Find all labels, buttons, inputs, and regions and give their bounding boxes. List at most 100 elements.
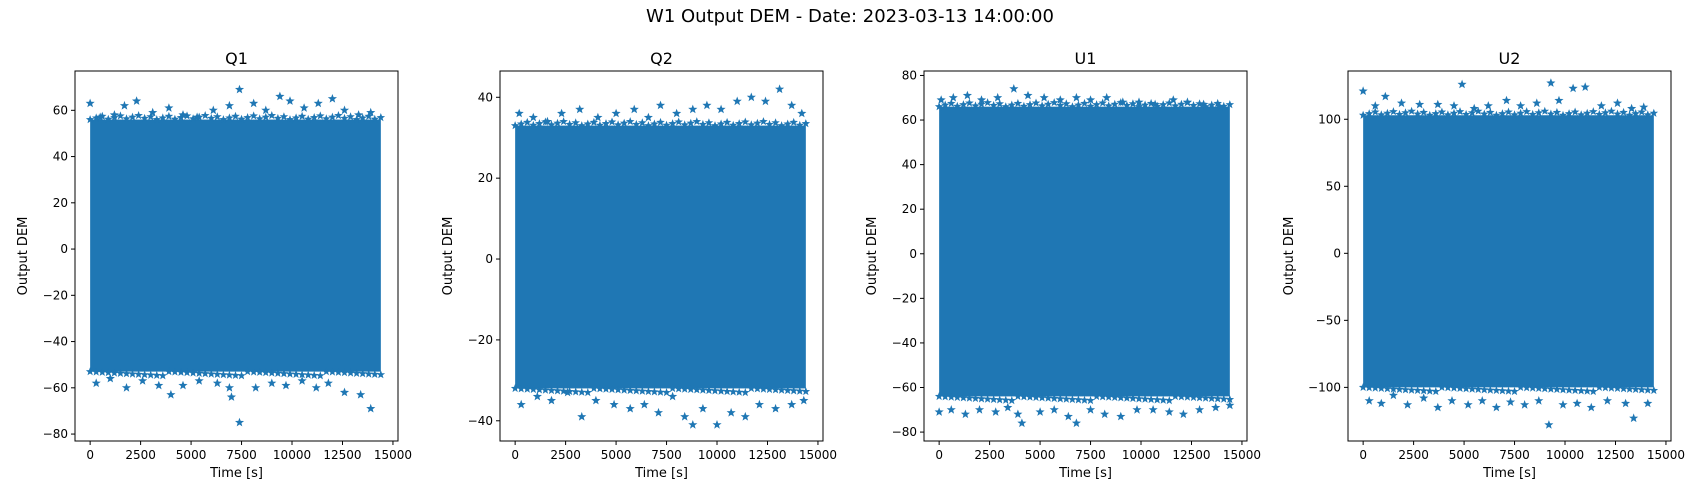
chart2-point — [547, 120, 556, 129]
chart4-x-tick-label: 5000 — [1449, 448, 1480, 462]
chart2-y-axis-label: Output DEM — [441, 217, 456, 296]
chart4-point — [1486, 107, 1495, 117]
chart3-point — [1017, 418, 1027, 428]
chart3-point — [989, 101, 998, 110]
chart1-axes-frame — [74, 70, 399, 442]
chart4-point — [1586, 402, 1596, 412]
chart4-point — [1473, 106, 1483, 115]
chart1-point — [279, 112, 289, 121]
chart1-point — [170, 367, 180, 376]
chart4-point — [1443, 110, 1453, 119]
chart2-point — [692, 385, 702, 394]
chart2-point — [553, 118, 562, 127]
chart3-point — [1225, 100, 1235, 109]
chart3-point — [1140, 394, 1150, 403]
chart1-point — [237, 114, 246, 123]
chart3-point — [1003, 402, 1013, 412]
chart3-point — [1035, 407, 1045, 416]
chart2-point — [625, 117, 635, 126]
chart1-point — [116, 111, 125, 120]
chart2-point — [632, 119, 641, 128]
chart3-point — [1195, 393, 1204, 402]
chart4-point — [1380, 91, 1390, 101]
chart1-point — [316, 111, 325, 120]
chart2-point — [777, 385, 786, 394]
chart3-point — [1177, 99, 1186, 108]
chart1-point — [219, 370, 228, 379]
chart1-point — [231, 370, 240, 379]
chart3-point — [1013, 409, 1023, 419]
chart3-point — [940, 100, 950, 109]
chart3-point — [1071, 92, 1081, 102]
chart2-x-tick-label: 12500 — [748, 448, 786, 462]
chart3-point — [1037, 101, 1047, 110]
chart2-point — [632, 386, 641, 395]
chart3-point — [1177, 392, 1186, 401]
chart1-point — [267, 368, 277, 377]
chart4-point — [1528, 383, 1537, 392]
chart1-point — [140, 113, 149, 122]
chart1-y-tick-label: −40 — [43, 335, 68, 349]
chart4-point — [1461, 384, 1471, 393]
chart4-y-tick-label: 100 — [1318, 112, 1341, 126]
chart2-point — [680, 411, 690, 421]
chart4-point — [1388, 390, 1398, 400]
chart3-point — [1013, 391, 1023, 401]
chart2-point — [747, 383, 756, 393]
chart1-point — [303, 370, 313, 379]
chart1-point — [109, 110, 119, 119]
chart4-point — [1564, 109, 1574, 118]
chart1-point — [91, 367, 101, 376]
chart1-point — [303, 114, 313, 123]
chart4-point — [1419, 107, 1428, 117]
chart2-point — [674, 384, 683, 393]
chart2-point — [672, 108, 682, 118]
chart4-point — [1498, 109, 1507, 118]
chart2-point — [692, 117, 702, 126]
chart3-point — [1211, 402, 1221, 412]
chart3-point — [991, 407, 1001, 416]
chart3-point — [1150, 99, 1160, 109]
chart2-point — [680, 120, 689, 129]
chart1-title: Q1 — [225, 49, 248, 68]
chart4-point — [1629, 413, 1639, 423]
chart4-point — [1534, 108, 1544, 117]
chart1-point — [275, 91, 285, 101]
chart4-point — [1516, 382, 1525, 391]
chart1-point — [213, 369, 222, 378]
chart3-point — [1007, 100, 1017, 109]
chart4-point — [1552, 384, 1562, 394]
chart1-x-tick-label: 7500 — [226, 448, 257, 462]
chart2-point — [753, 118, 762, 127]
chart4-point — [1469, 103, 1479, 113]
chart2-point — [795, 386, 805, 395]
chart1-point — [235, 417, 245, 427]
chart3-point — [960, 409, 970, 419]
chart1-point — [261, 368, 271, 377]
chart3-data-band — [939, 106, 1230, 397]
chart4-point — [1516, 108, 1525, 117]
chart4-x-tick-label: 10000 — [1546, 448, 1584, 462]
chart4-point — [1389, 384, 1398, 393]
chart4-point — [1568, 83, 1578, 93]
chart2-point — [609, 399, 619, 409]
chart1-point — [85, 115, 95, 124]
chart3-point — [1039, 92, 1049, 102]
chart2-point — [747, 120, 756, 129]
chart1-point — [194, 376, 204, 385]
chart3-point — [1049, 98, 1059, 107]
chart4-point — [1455, 107, 1465, 116]
chart2-point — [698, 403, 708, 413]
chart3-point — [1037, 393, 1047, 402]
chart3-point — [1110, 99, 1120, 108]
chart1-point — [322, 367, 331, 376]
chart4-point — [1463, 400, 1473, 409]
chart3-point — [1001, 395, 1010, 404]
chart3-point — [1025, 100, 1035, 109]
chart2-point — [577, 387, 586, 396]
chart4-point — [1461, 109, 1471, 119]
chart1-point — [309, 370, 319, 379]
chart4-point — [1358, 110, 1368, 119]
chart4-point — [1582, 108, 1592, 117]
chart2-axes-frame — [499, 70, 824, 442]
